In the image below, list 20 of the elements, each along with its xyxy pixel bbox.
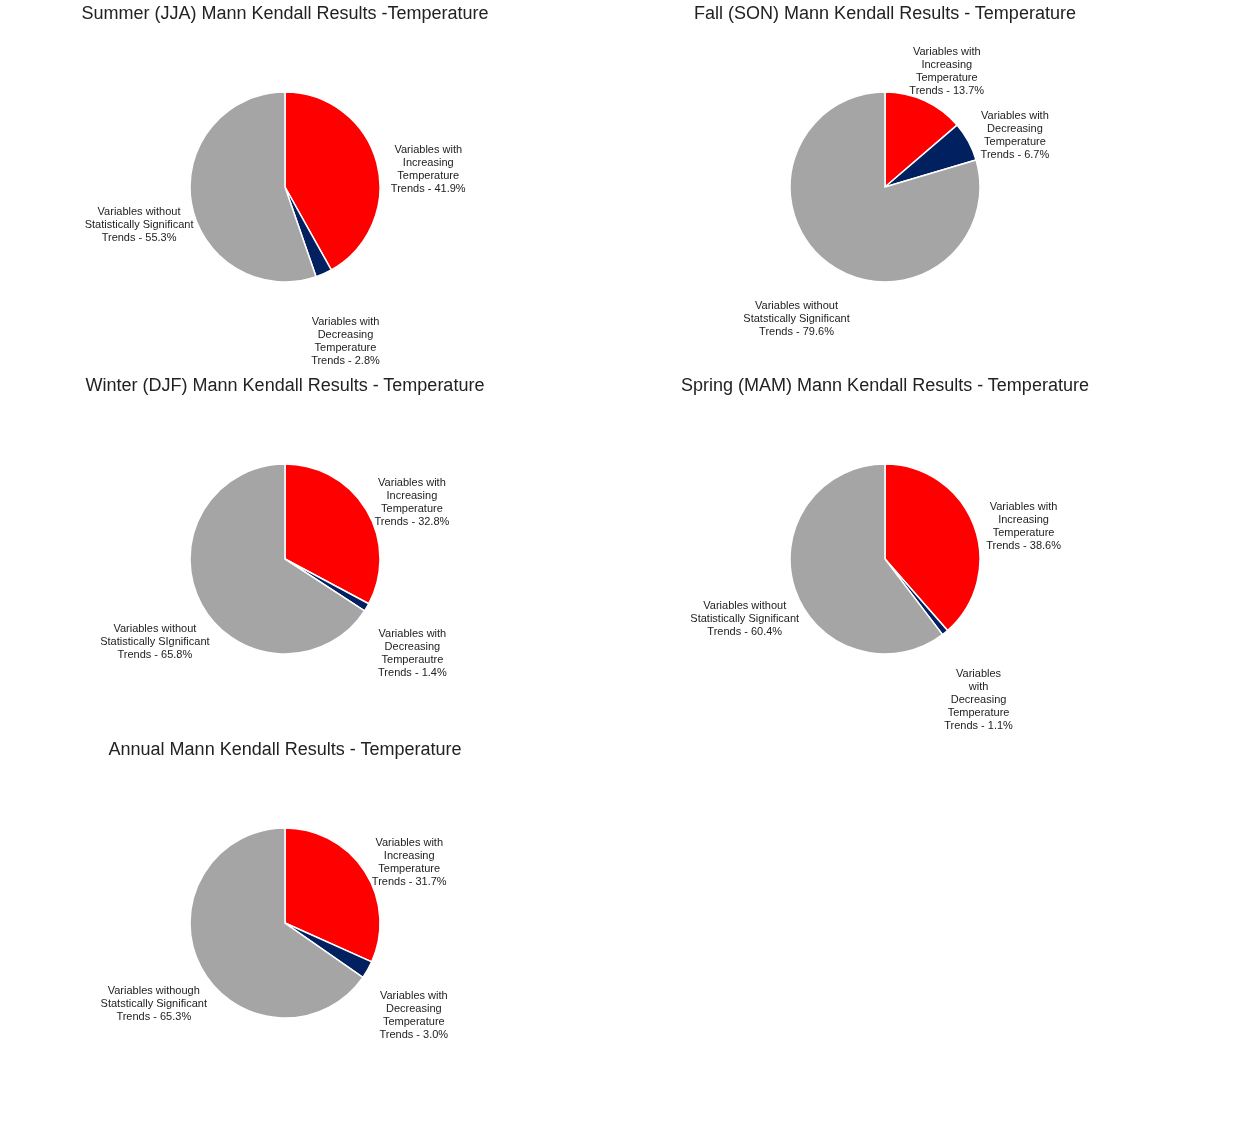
slice-label: Variables withough Statstically Significant Trends - 65.3%	[100, 984, 207, 1023]
chart-title: Summer (JJA) Mann Kendall Results -Temperature	[81, 3, 489, 23]
slice-label: Variables with Decreasing Temperautre Trends - 1.4%	[378, 627, 447, 679]
chart-title: Annual Mann Kendall Results - Temperature	[108, 739, 462, 759]
slice-label: Variables with Increasing Temperature Trends - 13.7%	[909, 45, 985, 97]
slice-label: Variables with Decreasing Temperature Trends - 1.1%	[944, 666, 1014, 731]
slice-label: Variables with Decreasing Temperature Trends - 2.8%	[311, 315, 381, 367]
slice-label: Variables without Statistically Significant Trends - 60.4%	[690, 599, 800, 638]
slice-label: Variables with Increasing Temperature Trends - 31.7%	[371, 835, 447, 887]
slice-label: Variables without Statstically Significant Trends - 79.6%	[743, 298, 850, 337]
slice-label: Variables without Statistically Significant Trends - 55.3%	[84, 204, 194, 243]
slice-label: Variables without Statistically SIgnificant Trends - 65.8%	[100, 622, 210, 661]
slice-label: Variables with Increasing Temperature Trends - 32.8%	[374, 475, 450, 527]
chart-title: Winter (DJF) Mann Kendall Results - Temperature	[85, 375, 485, 395]
chart-title: Fall (SON) Mann Kendall Results - Temperature	[694, 3, 1076, 23]
slice-label: Variables with Decreasing Temperature Trends - 3.0%	[379, 988, 449, 1040]
slice-label: Variables with Increasing Temperature Trends - 41.9%	[390, 142, 466, 194]
slice-label: Variables with Increasing Temperature Trends - 38.6%	[986, 499, 1062, 551]
slice-label: Variables with Decreasing Temperature Trends - 6.7%	[980, 109, 1050, 161]
chart-title: Spring (MAM) Mann Kendall Results - Temperature	[681, 375, 1089, 395]
